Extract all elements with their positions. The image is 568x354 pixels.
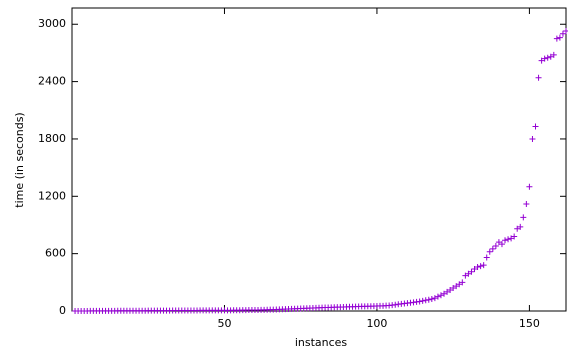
point bbox=[550, 51, 557, 58]
point bbox=[486, 248, 493, 255]
point bbox=[456, 281, 463, 288]
point bbox=[422, 297, 429, 304]
point bbox=[468, 268, 475, 275]
point bbox=[505, 236, 512, 243]
x-tick-label: 150 bbox=[519, 317, 540, 330]
point bbox=[498, 241, 505, 248]
point bbox=[434, 293, 441, 300]
point bbox=[532, 123, 539, 130]
point bbox=[529, 135, 536, 142]
point bbox=[474, 264, 481, 271]
y-axis-label: time (in seconds) bbox=[13, 112, 26, 207]
point bbox=[483, 254, 490, 261]
point bbox=[437, 292, 444, 299]
y-tick-label: 1800 bbox=[38, 132, 66, 145]
point bbox=[419, 297, 426, 304]
y-tick-label: 600 bbox=[45, 247, 66, 260]
point bbox=[544, 54, 551, 61]
point bbox=[489, 245, 496, 252]
point bbox=[563, 27, 568, 34]
point bbox=[425, 296, 432, 303]
point bbox=[547, 53, 554, 60]
point bbox=[556, 34, 563, 41]
point bbox=[559, 30, 566, 37]
point bbox=[538, 57, 545, 64]
point bbox=[520, 214, 527, 221]
point bbox=[535, 74, 542, 81]
point bbox=[428, 296, 435, 303]
point bbox=[431, 295, 438, 302]
point bbox=[480, 262, 487, 269]
point bbox=[441, 290, 448, 297]
point bbox=[526, 183, 533, 190]
point bbox=[495, 239, 502, 246]
point bbox=[477, 263, 484, 270]
point bbox=[416, 298, 423, 305]
point bbox=[553, 35, 560, 42]
point bbox=[511, 233, 518, 240]
x-tick-label: 50 bbox=[217, 317, 231, 330]
y-tick-label: 3000 bbox=[38, 17, 66, 30]
x-tick-label: 100 bbox=[366, 317, 387, 330]
point bbox=[447, 286, 454, 293]
point bbox=[517, 223, 524, 230]
point bbox=[450, 285, 457, 292]
x-axis-label: instances bbox=[295, 336, 348, 349]
point bbox=[453, 283, 460, 290]
point bbox=[541, 55, 548, 62]
y-tick-label: 0 bbox=[59, 304, 66, 317]
point bbox=[465, 270, 472, 277]
point bbox=[492, 243, 499, 250]
point bbox=[471, 265, 478, 272]
point bbox=[502, 237, 509, 244]
point bbox=[459, 279, 466, 286]
point bbox=[462, 272, 469, 279]
y-tick-label: 2400 bbox=[38, 75, 66, 88]
point bbox=[444, 288, 451, 295]
point bbox=[508, 235, 515, 242]
y-tick-label: 1200 bbox=[38, 189, 66, 202]
point bbox=[523, 200, 530, 207]
plot-frame bbox=[71, 7, 567, 312]
point bbox=[514, 225, 521, 232]
